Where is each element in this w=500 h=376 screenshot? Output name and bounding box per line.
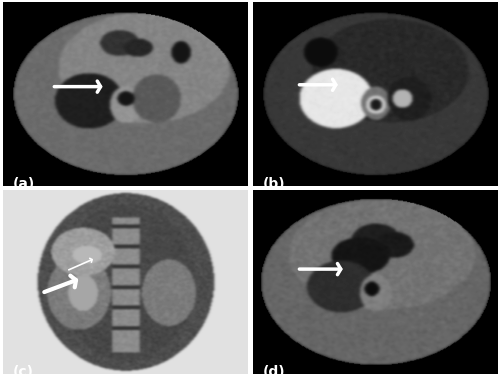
Text: (a): (a) xyxy=(12,177,34,191)
Text: (d): (d) xyxy=(262,365,285,376)
Text: (b): (b) xyxy=(262,177,285,191)
Text: (c): (c) xyxy=(12,365,34,376)
